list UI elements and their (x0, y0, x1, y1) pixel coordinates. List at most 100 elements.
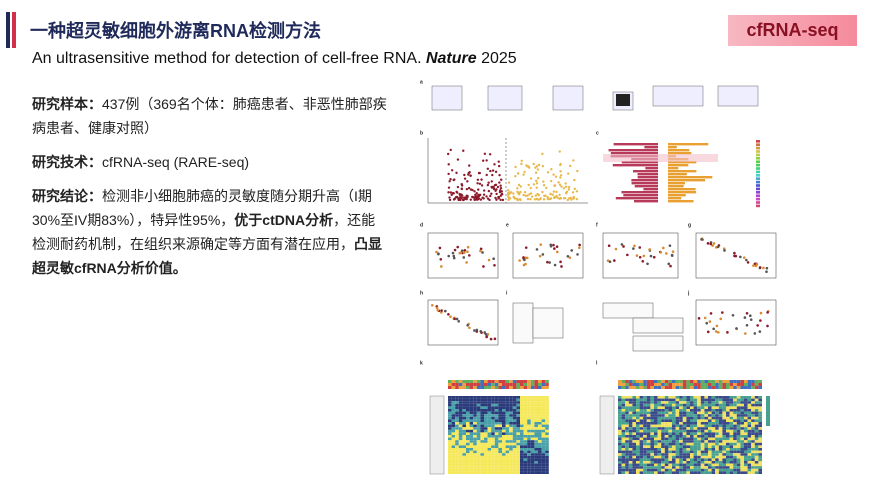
bar (643, 188, 658, 191)
heatmap-cell (466, 424, 470, 428)
heatmap-cell (686, 463, 690, 467)
heatmap-cell (668, 411, 672, 415)
heatmap-cell (476, 424, 481, 428)
heatmap-cell (686, 427, 690, 430)
heatmap-cell (686, 437, 690, 441)
heatmap-cell (679, 458, 683, 461)
point (518, 198, 522, 201)
heatmap-cell (545, 419, 549, 422)
heatmap-cell (679, 448, 683, 451)
heatmap-cell (458, 414, 463, 417)
heatmap-cell (733, 432, 737, 435)
heatmap-cell (650, 427, 654, 430)
heatmap-cell (711, 442, 716, 446)
heatmap-cell (632, 450, 636, 454)
heatmap-cell (527, 429, 531, 433)
heatmap-cell (538, 401, 542, 404)
heatmap-cell (646, 432, 651, 435)
bar (621, 191, 658, 194)
heatmap-cell (650, 440, 654, 443)
heatmap-cell (744, 432, 748, 435)
heatmap-cell (628, 411, 633, 415)
heatmap-cell (740, 411, 744, 415)
heatmap-cell (740, 424, 744, 428)
heatmap-cell (668, 450, 672, 454)
heatmap-cell (462, 406, 466, 409)
heatmap-cell (476, 380, 481, 383)
heatmap-cell (751, 435, 755, 438)
heatmap-cell (754, 466, 759, 469)
point (554, 175, 558, 178)
point (498, 173, 501, 177)
heatmap-cell (469, 461, 474, 464)
heatmap-cell (498, 440, 502, 443)
heatmap-cell (675, 461, 680, 464)
heatmap-cell (672, 386, 676, 389)
heatmap-cell (693, 461, 698, 464)
point (468, 164, 471, 167)
point (493, 163, 496, 166)
heatmap-cell (726, 458, 730, 461)
point (508, 197, 512, 200)
heatmap-cell (491, 466, 495, 469)
heatmap-cell (484, 380, 488, 383)
heatmap-cell (668, 442, 672, 446)
heatmap-cell (686, 435, 690, 438)
heatmap-cell (668, 409, 672, 412)
heatmap-cell (523, 396, 528, 399)
heatmap-cell (654, 455, 658, 459)
point (567, 188, 571, 191)
heatmap-cell (708, 471, 712, 474)
heatmap-cell (448, 416, 452, 420)
heatmap-cell (718, 471, 723, 474)
heatmap-cell (700, 396, 705, 399)
heatmap-cell (462, 468, 466, 472)
heatmap-cell (530, 419, 535, 422)
point (476, 182, 479, 185)
heatmap-cell (473, 409, 477, 412)
heatmap-cell (751, 411, 755, 415)
heatmap-cell (621, 396, 626, 399)
heatmap-cell (708, 401, 712, 404)
heatmap-cell (484, 461, 488, 464)
heatmap-cell (527, 450, 531, 454)
heatmap-cell (455, 458, 459, 461)
heatmap-cell (618, 445, 622, 448)
heatmap-cell (751, 461, 755, 464)
heatmap-cell (668, 396, 672, 399)
heatmap-cell (664, 386, 669, 389)
heatmap-cell (487, 432, 492, 435)
heatmap-cell (473, 424, 477, 428)
point (479, 329, 483, 333)
heatmap-cell (625, 427, 629, 430)
point (541, 165, 545, 168)
workflow-box (487, 85, 523, 111)
heatmap-cell (704, 409, 708, 412)
point (448, 198, 452, 202)
bar (631, 182, 658, 185)
heatmap-cell (480, 461, 484, 464)
heatmap-cell (754, 419, 759, 422)
heatmap-cell (668, 461, 672, 464)
point (572, 159, 575, 162)
heatmap-cell (646, 419, 651, 422)
heatmap-cell (618, 440, 622, 443)
heatmap-cell (618, 429, 622, 433)
heatmap-cell (754, 471, 759, 474)
heatmap-cell (458, 466, 463, 469)
heatmap-cell (744, 422, 748, 425)
point (541, 190, 544, 194)
heatmap-cell (715, 450, 719, 454)
heatmap-cell (473, 403, 477, 407)
heatmap-cell (505, 435, 510, 438)
point (573, 187, 576, 191)
point (733, 251, 736, 255)
heatmap-cell (534, 411, 538, 415)
heatmap-cell (657, 383, 662, 386)
heatmap-cell (484, 406, 488, 409)
heatmap-cell (690, 429, 694, 433)
heatmap-cell (700, 466, 705, 469)
heatmap-cell (711, 458, 716, 461)
heatmap-cell (639, 386, 644, 389)
point (536, 168, 540, 171)
